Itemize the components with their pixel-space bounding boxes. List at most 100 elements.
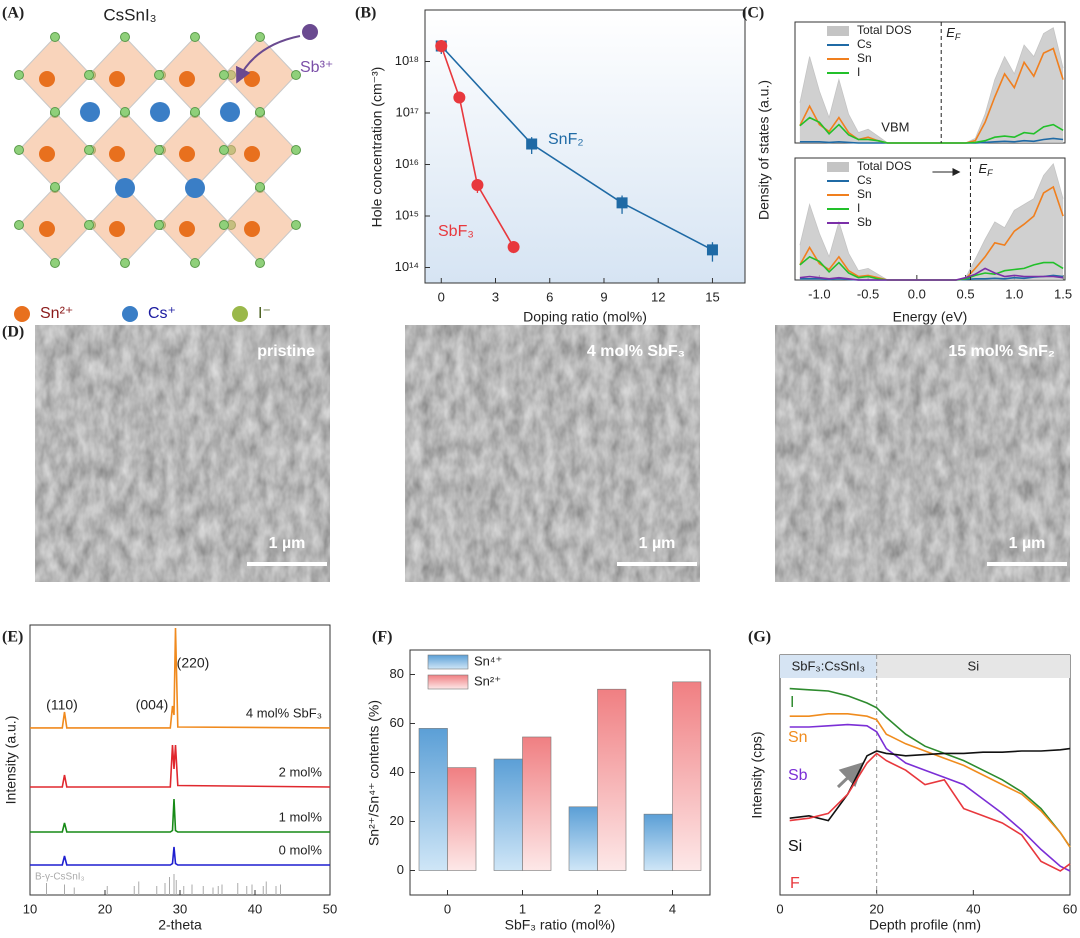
legend-label: Sn xyxy=(857,51,872,65)
legend-label: Sn⁴⁺ xyxy=(474,653,502,668)
i-atom xyxy=(190,32,200,42)
region-label: Si xyxy=(968,658,980,673)
bar xyxy=(643,813,673,871)
series-line xyxy=(789,752,1071,872)
x-axis-label: Energy (eV) xyxy=(893,309,968,325)
sn-atom xyxy=(39,221,55,237)
legend-cs xyxy=(122,306,138,322)
sn-atom xyxy=(109,71,125,87)
legend-sn xyxy=(14,306,30,322)
y-axis-label: Intensity (cps) xyxy=(749,731,765,818)
i-atom xyxy=(50,182,60,192)
i-atom xyxy=(219,70,229,80)
i-atom xyxy=(14,145,24,155)
i-atom xyxy=(219,145,229,155)
series-label: 1 mol% xyxy=(279,809,323,824)
series-line xyxy=(789,747,1071,822)
legend-label: Cs⁺ xyxy=(148,305,176,322)
bar xyxy=(597,688,627,871)
series-label: 2 mol% xyxy=(279,764,323,779)
i-atom xyxy=(255,32,265,42)
dopant-arrow xyxy=(236,35,301,84)
legend-swatch xyxy=(427,654,469,670)
marker xyxy=(616,197,628,209)
x-tick-label: 40 xyxy=(248,901,262,916)
i-atom xyxy=(154,220,164,230)
annotation: VBM xyxy=(881,119,909,134)
area-fill xyxy=(799,163,1064,280)
y-tick-label: 40 xyxy=(390,764,404,779)
cs-atom xyxy=(80,102,100,122)
x-axis-label: Doping ratio (mol%) xyxy=(523,309,647,325)
bar xyxy=(568,806,598,871)
cs-atom xyxy=(220,102,240,122)
octahedron xyxy=(88,111,162,189)
series-line xyxy=(30,798,330,833)
scale-label: 1 µm xyxy=(639,535,676,552)
x-tick-label: 0 xyxy=(444,901,451,916)
bar xyxy=(522,736,552,871)
legend-label: Sb xyxy=(857,215,872,229)
sn-atom xyxy=(39,71,55,87)
i-atom xyxy=(291,220,301,230)
marker xyxy=(471,178,484,191)
i-atom xyxy=(14,70,24,80)
series-label: Si xyxy=(788,838,802,855)
y-tick-label: 60 xyxy=(390,715,404,730)
area-fill xyxy=(799,27,1064,144)
dopant-label: Sb³⁺ xyxy=(300,59,333,76)
series-label: 0 mol% xyxy=(279,842,323,857)
y-tick-label: 10¹⁶ xyxy=(395,156,419,171)
y-tick-label: 10¹⁸ xyxy=(395,53,419,68)
sn-atom xyxy=(109,146,125,162)
y-tick-label: 10¹⁴ xyxy=(395,259,419,274)
panel-label: (G) xyxy=(748,629,771,646)
i-atom xyxy=(50,107,60,117)
legend-label: Cs xyxy=(857,173,872,187)
legend-label: Cs xyxy=(857,37,872,51)
x-tick-label: 20 xyxy=(869,901,883,916)
x-tick-label: 15 xyxy=(705,289,719,304)
bar xyxy=(493,758,523,871)
sn-atom xyxy=(179,71,195,87)
x-tick-label: 2 xyxy=(594,901,601,916)
fermi-label-sub: F xyxy=(987,168,993,178)
peak-label: (004) xyxy=(136,697,169,713)
i-atom xyxy=(14,220,24,230)
octahedron xyxy=(223,36,297,114)
scale-label: 1 µm xyxy=(269,535,306,552)
fermi-label: EF xyxy=(946,25,961,42)
marker xyxy=(453,91,466,104)
y-tick-label: 0 xyxy=(397,862,404,877)
x-tick-label: 50 xyxy=(323,901,337,916)
panel-label: (B) xyxy=(355,5,376,22)
i-atom xyxy=(154,70,164,80)
cs-atom xyxy=(150,102,170,122)
peak-label: (110) xyxy=(46,697,78,713)
series-label: SnF₂ xyxy=(548,131,584,148)
y-axis-label: Hole concentration (cm⁻³) xyxy=(369,67,385,228)
series-line xyxy=(789,723,1071,872)
sn-atom xyxy=(39,146,55,162)
region-band xyxy=(876,655,1070,678)
marker xyxy=(507,241,520,254)
x-tick-label: 40 xyxy=(966,901,980,916)
legend-label: Sn²⁺ xyxy=(474,673,501,688)
x-tick-label: 9 xyxy=(600,289,607,304)
sn-atom xyxy=(244,71,260,87)
i-atom xyxy=(190,107,200,117)
i-atom xyxy=(50,32,60,42)
legend-swatch xyxy=(827,162,849,172)
i-atom xyxy=(120,32,130,42)
fermi-label: EF xyxy=(978,161,993,178)
series-line xyxy=(799,116,1064,144)
plot-frame xyxy=(424,9,746,284)
sn-atom xyxy=(244,146,260,162)
octahedron xyxy=(18,36,92,114)
bar xyxy=(447,767,477,871)
image-caption: 4 mol% SbF₃ xyxy=(587,343,685,360)
octahedron xyxy=(88,36,162,114)
region-label: SbF₃:CsSnI₃ xyxy=(792,658,865,673)
i-atom xyxy=(84,70,94,80)
bar xyxy=(418,728,448,871)
